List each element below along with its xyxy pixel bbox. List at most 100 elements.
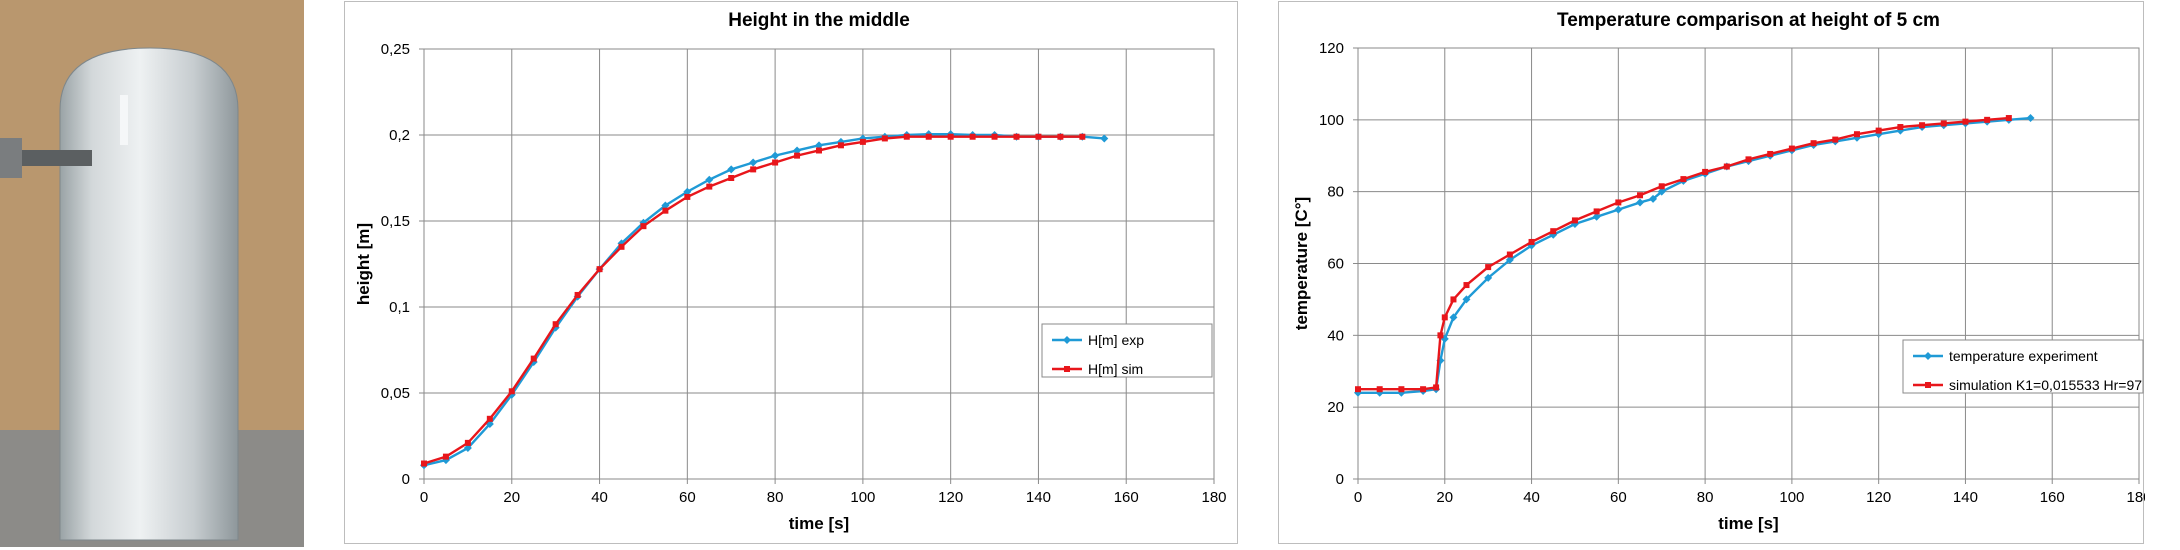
y-tick-label: 0 — [402, 471, 410, 488]
x-tick-label: 120 — [1866, 489, 1891, 506]
legend-label: H[m] sim — [1088, 361, 1143, 377]
y-tick-label: 0,2 — [389, 127, 410, 144]
data-point — [1788, 145, 1795, 152]
data-point — [618, 243, 625, 250]
data-point — [1767, 150, 1774, 157]
data-point — [1100, 134, 1109, 143]
data-point — [1484, 273, 1493, 282]
data-point — [1485, 264, 1492, 271]
data-point — [421, 460, 427, 467]
data-point — [1571, 217, 1578, 224]
data-point — [1919, 122, 1926, 129]
chart-title: Height in the middle — [728, 10, 910, 31]
data-point — [662, 207, 669, 214]
data-point — [728, 175, 735, 181]
data-point — [640, 223, 647, 230]
x-tick-label: 60 — [1610, 489, 1627, 506]
x-axis-label: time [s] — [789, 514, 849, 533]
data-point — [1433, 384, 1440, 391]
data-point — [1636, 198, 1645, 207]
temperature-chart-panel: Temperature comparison at height of 5 cm… — [1278, 1, 2152, 544]
data-point — [1398, 386, 1405, 393]
data-point — [750, 166, 757, 173]
legend-swatch-marker — [1925, 382, 1931, 388]
y-tick-label: 0 — [1336, 471, 1344, 488]
y-tick-label: 0,15 — [381, 213, 410, 230]
data-point — [1658, 183, 1665, 190]
x-tick-label: 40 — [591, 489, 608, 506]
data-point — [508, 388, 515, 395]
data-point — [1649, 194, 1658, 203]
data-point — [706, 183, 713, 190]
legend-swatch-marker — [1924, 352, 1932, 360]
data-point — [552, 321, 559, 328]
x-tick-label: 60 — [679, 489, 696, 506]
data-point — [1437, 332, 1444, 339]
data-point — [859, 138, 866, 145]
data-point — [1832, 136, 1839, 143]
data-point — [991, 133, 998, 140]
data-point — [1550, 228, 1557, 235]
y-tick-label: 0,25 — [381, 41, 410, 58]
legend-label: temperature experiment — [1949, 348, 2098, 364]
x-tick-label: 40 — [1523, 489, 1540, 506]
data-point — [881, 135, 888, 142]
chart-title: Temperature comparison at height of 5 cm — [1557, 10, 1940, 31]
legend-label: simulation K1=0,015533 Hr=97 — [1949, 377, 2142, 393]
data-point — [1657, 187, 1666, 196]
y-tick-label: 40 — [1327, 327, 1344, 344]
data-point — [1463, 282, 1470, 289]
data-point — [903, 133, 910, 140]
data-point — [1013, 133, 1020, 140]
x-axis-label: time [s] — [1718, 514, 1778, 533]
y-tick-label: 120 — [1319, 40, 1344, 57]
data-point — [1680, 176, 1687, 183]
data-point — [2005, 115, 2012, 122]
data-point — [661, 201, 670, 210]
y-tick-label: 60 — [1327, 256, 1344, 273]
data-point — [1896, 126, 1905, 135]
x-tick-label: 120 — [938, 489, 963, 506]
data-point — [1702, 168, 1709, 175]
x-tick-label: 0 — [420, 489, 428, 506]
plot-area — [423, 48, 1215, 480]
vessel-handle — [0, 150, 92, 166]
data-point — [1450, 296, 1457, 303]
x-tick-label: 180 — [1201, 489, 1226, 506]
x-tick-label: 180 — [2126, 489, 2145, 506]
data-point — [1940, 120, 1947, 127]
data-point — [749, 158, 758, 167]
x-tick-label: 0 — [1354, 489, 1362, 506]
y-tick-label: 20 — [1327, 399, 1344, 416]
data-point — [1723, 163, 1730, 170]
data-point — [925, 133, 932, 140]
data-point — [772, 159, 779, 166]
legend-label: H[m] exp — [1088, 332, 1144, 348]
vessel-body — [59, 47, 239, 541]
data-point — [771, 151, 780, 160]
vessel-photo — [0, 0, 304, 547]
data-point — [705, 175, 714, 184]
data-point — [794, 152, 801, 159]
data-point — [947, 133, 954, 140]
series-line — [1358, 116, 2009, 391]
height-chart-panel: Height in the middle 0 20 40 60 80 100 120 140 16… — [344, 1, 1238, 544]
data-point — [1637, 192, 1644, 199]
y-tick-label: 0,1 — [389, 299, 410, 316]
data-point — [1962, 118, 1969, 125]
data-point — [1745, 156, 1752, 163]
data-point — [442, 453, 449, 460]
data-point — [1441, 314, 1448, 321]
data-point — [1528, 238, 1535, 245]
y-tick-label: 100 — [1319, 112, 1344, 129]
data-point — [815, 141, 823, 150]
series-simulation — [1355, 115, 2012, 393]
data-point — [1506, 251, 1513, 258]
x-tick-label: 160 — [2040, 489, 2065, 506]
x-tick-label: 100 — [1779, 489, 1804, 506]
y-axis-label: temperature [C°] — [1292, 197, 1311, 330]
data-point — [1984, 116, 1991, 123]
x-tick-label: 140 — [1953, 489, 1978, 506]
vessel-label — [120, 95, 128, 145]
data-point — [2026, 114, 2035, 123]
